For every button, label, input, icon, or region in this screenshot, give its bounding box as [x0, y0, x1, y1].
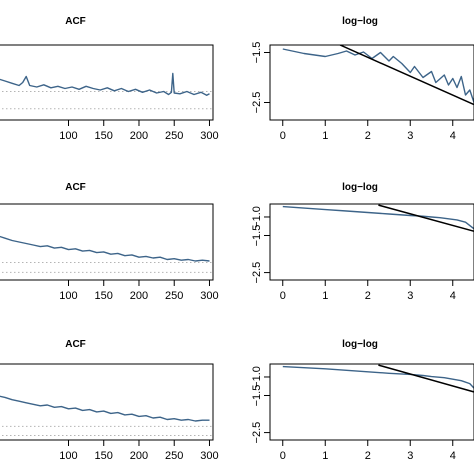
panel-title: ACF	[65, 182, 86, 193]
plot-frame	[0, 44, 214, 121]
x-tick-label: 1	[322, 450, 328, 462]
regression-line	[378, 364, 474, 393]
series-line	[282, 365, 474, 389]
panel-loglog-1: log−log 0 1 2 3 4 −1.5 −2.5	[251, 16, 474, 142]
plot-frame	[269, 44, 474, 121]
x-tick-label: 0	[280, 290, 286, 302]
panel-title: ACF	[65, 16, 86, 27]
x-tick-label: 2	[365, 290, 371, 302]
x-tick-label: 250	[165, 450, 183, 462]
x-tick-label: 250	[165, 130, 183, 142]
panel-title: log−log	[342, 339, 378, 350]
y-tick-label: −2.5	[251, 422, 263, 444]
series-line	[0, 395, 210, 422]
x-tick-label: 3	[407, 130, 413, 142]
x-tick-label: 150	[95, 130, 113, 142]
series-line	[0, 72, 210, 97]
x-tick-label: 200	[130, 290, 148, 302]
regression-line	[339, 45, 474, 106]
x-tick-label: 0	[280, 450, 286, 462]
y-tick-label: −2.5	[251, 262, 263, 284]
y-tick-label: −2.5	[251, 92, 263, 114]
x-tick-label: 0	[280, 130, 286, 142]
panel-title: log−log	[342, 16, 378, 27]
x-tick-label: 4	[450, 290, 456, 302]
x-tick-label: 1	[322, 130, 328, 142]
x-tick-label: 300	[200, 130, 218, 142]
x-tick-label: 150	[95, 290, 113, 302]
x-tick-label: 100	[59, 290, 77, 302]
x-tick-label: 2	[365, 130, 371, 142]
series-line	[0, 235, 210, 262]
y-tick-label: −1.5	[251, 225, 263, 247]
y-tick-label: −1.0	[251, 206, 263, 228]
y-tick-label: −1.5	[251, 42, 263, 64]
series-line	[282, 205, 474, 230]
x-tick-label: 100	[59, 450, 77, 462]
x-tick-label: 3	[407, 290, 413, 302]
plot-frame	[269, 203, 474, 281]
panel-title: log−log	[342, 182, 378, 193]
panel-acf-3: ACF 100 150 200 250 300	[0, 339, 219, 462]
plot-frame	[0, 363, 214, 441]
x-tick-label: 4	[450, 450, 456, 462]
y-tick-label: −1.0	[251, 366, 263, 388]
x-tick-label: 3	[407, 450, 413, 462]
x-tick-label: 1	[322, 290, 328, 302]
panel-loglog-2: log−log 0 1 2 3 4 −1.0−1.5 −2.5	[251, 182, 474, 302]
panel-loglog-3: log−log 0 1 2 3 4 −1.0−1.5 −2.5	[251, 339, 474, 462]
x-tick-label: 2	[365, 450, 371, 462]
plot-frame	[269, 363, 474, 441]
panel-title: ACF	[65, 339, 86, 350]
x-tick-label: 100	[59, 130, 77, 142]
panel-acf-2: ACF 100 150 200 250 300	[0, 182, 219, 302]
x-tick-label: 200	[130, 130, 148, 142]
x-tick-label: 4	[450, 130, 456, 142]
plot-frame	[0, 203, 214, 281]
x-tick-label: 200	[130, 450, 148, 462]
x-tick-label: 300	[200, 290, 218, 302]
y-tick-label: −1.5	[251, 385, 263, 407]
x-tick-label: 150	[95, 450, 113, 462]
series-line	[282, 48, 474, 103]
x-tick-label: 300	[200, 450, 218, 462]
regression-line	[378, 204, 474, 233]
panel-acf-1: ACF 100 150 200 250 300	[0, 16, 219, 142]
x-tick-label: 250	[165, 290, 183, 302]
